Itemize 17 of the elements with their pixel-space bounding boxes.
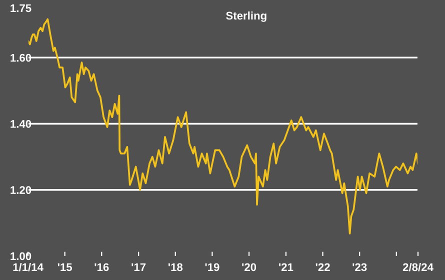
y-tick-label: 1.60 [10, 54, 32, 62]
x-tick-label: 2/8/24 [402, 262, 434, 272]
x-tick-label: '23 [352, 263, 367, 272]
x-tick-label: '18 [168, 263, 183, 272]
chart-title: Sterling [226, 11, 266, 22]
x-tick-label: '20 [242, 263, 256, 272]
y-tick-label: 1.20 [10, 186, 32, 194]
x-tick-label: '16 [94, 263, 109, 272]
x-tick-label: 1/1/14 [13, 262, 44, 272]
y-tick-label: 1.00 [10, 252, 32, 260]
x-tick-label: '17 [132, 263, 146, 271]
y-tick-label: 1.75 [10, 4, 32, 12]
x-tick-label: '21 [279, 263, 294, 271]
y-tick-label: 1.40 [10, 120, 32, 128]
x-tick-label: '22 [316, 263, 330, 271]
x-tick-label: '19 [205, 263, 220, 272]
x-tick-label: '15 [58, 263, 72, 272]
